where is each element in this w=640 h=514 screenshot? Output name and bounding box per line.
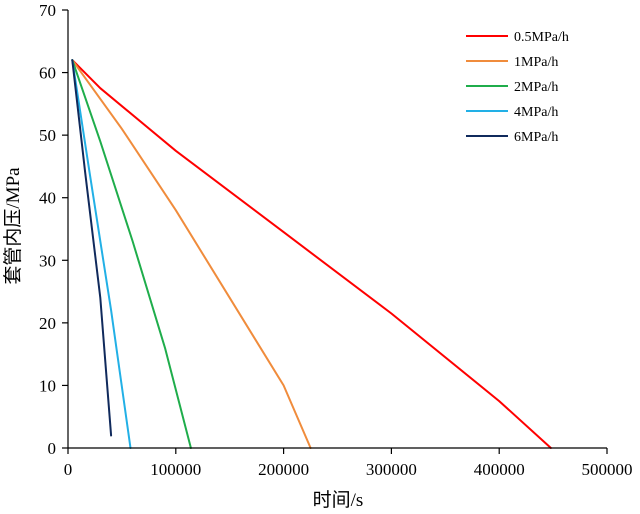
series-line-4 (71, 59, 113, 437)
y-tick-label: 60 (39, 64, 56, 83)
legend: 0.5MPa/h 1MPa/h 2MPa/h 4MPa/h 6MPa/h (466, 30, 569, 145)
series-line-3 (71, 59, 132, 449)
x-tick-label: 300000 (366, 460, 417, 479)
x-tick-label: 200000 (258, 460, 309, 479)
series-line-0 (71, 59, 552, 449)
y-tick-label: 30 (39, 251, 56, 270)
x-tick-label: 400000 (474, 460, 525, 479)
y-tick-label: 50 (39, 126, 56, 145)
x-tick-label: 500000 (582, 460, 633, 479)
x-tick-label: 100000 (150, 460, 201, 479)
y-tick-label: 0 (48, 439, 57, 458)
series-line-2 (71, 59, 192, 449)
y-tick-label: 70 (39, 1, 56, 20)
y-tick-label: 10 (39, 376, 56, 395)
y-tick-label: 40 (39, 189, 56, 208)
x-tick-label: 0 (64, 460, 73, 479)
x-ticks: 0 100000 200000 300000 400000 500000 (64, 448, 633, 479)
legend-label-4: 6MPa/h (514, 130, 558, 145)
y-ticks: 0 10 20 30 40 50 60 70 (39, 1, 68, 458)
x-axis-title: 时间/s (313, 489, 364, 511)
series-layer (71, 59, 552, 449)
legend-label-3: 4MPa/h (514, 105, 558, 120)
y-tick-label: 20 (39, 314, 56, 333)
series-line-1 (71, 59, 312, 449)
legend-label-2: 2MPa/h (514, 80, 558, 95)
y-axis-title: 套管内压/MPa (2, 167, 24, 285)
legend-label-1: 1MPa/h (514, 55, 558, 70)
legend-label-0: 0.5MPa/h (514, 30, 569, 45)
axes (67, 10, 607, 449)
